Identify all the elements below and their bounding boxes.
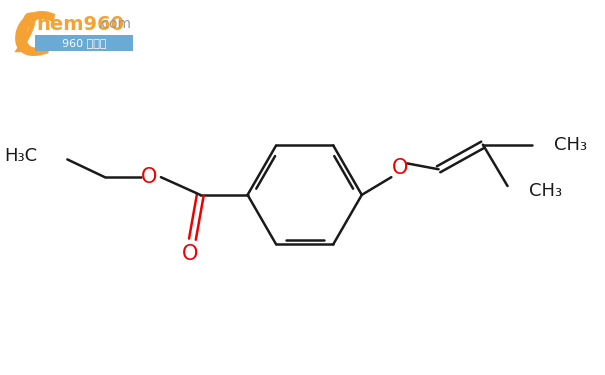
Text: O: O bbox=[392, 158, 408, 178]
Text: H₃C: H₃C bbox=[5, 147, 38, 165]
Text: 960 化工网: 960 化工网 bbox=[62, 38, 106, 48]
Text: C: C bbox=[13, 10, 56, 67]
Text: CH₃: CH₃ bbox=[529, 182, 562, 200]
Text: CH₃: CH₃ bbox=[554, 136, 587, 154]
Text: O: O bbox=[182, 244, 198, 264]
Text: .com: .com bbox=[98, 16, 132, 31]
Text: ℓ: ℓ bbox=[15, 11, 40, 63]
Text: hem960: hem960 bbox=[37, 15, 125, 34]
FancyBboxPatch shape bbox=[35, 35, 133, 51]
Text: O: O bbox=[141, 167, 157, 187]
